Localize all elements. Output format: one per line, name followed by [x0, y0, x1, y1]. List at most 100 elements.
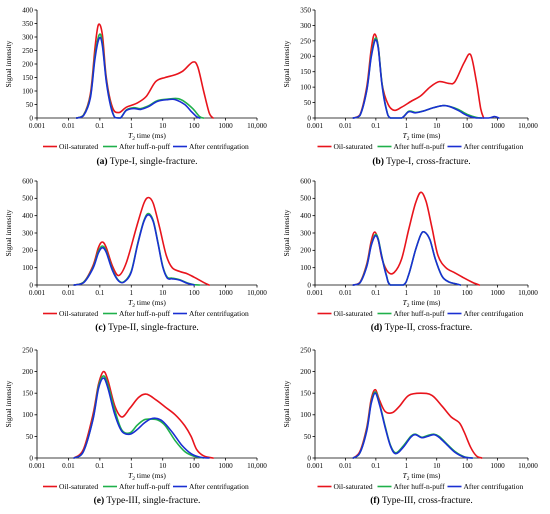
x-tick-label: 0.1	[95, 122, 104, 130]
chart-panel-c: 0 100 200 300 400 500 600 0.001 0.01 0.1 1 10 100 100…	[4, 177, 267, 333]
x-tick-label: 1000	[490, 462, 505, 470]
x-axis-title-rest: time (ms)	[135, 471, 166, 480]
y-tick-label: 500	[22, 195, 33, 203]
legend-label: Oil-saturated	[59, 482, 98, 491]
y-tick-label: 200	[22, 247, 33, 255]
y-tick-label: 150	[22, 390, 33, 398]
legend-label: After centrifugation	[464, 482, 524, 491]
panel-caption-id: (a)	[97, 156, 108, 167]
y-tick-label: 50	[304, 99, 312, 107]
series-line-after-centrifugation	[353, 393, 472, 458]
panel-caption: (e) Type-III, single-fracture.	[94, 495, 201, 506]
x-tick-label: 100	[462, 462, 473, 470]
x-tick-label: 0.001	[29, 289, 46, 297]
legend-label: After huff-n-puff	[394, 309, 446, 318]
chart-panel-f: 0501001502002500.001 0.01 0.1 1 10 100 1000 10,…	[282, 346, 538, 506]
chart-panel-d: 01002003004005006000.001 0.01 0.1 1 10 100 100…	[282, 177, 538, 333]
y-tick-label: 250	[300, 37, 311, 45]
y-tick-label: 400	[300, 212, 311, 220]
legend-label: After huff-n-puff	[119, 482, 171, 491]
legend-label: After centrifugation	[189, 482, 249, 491]
y-tick-label: 600	[300, 177, 311, 185]
y-tick-label: 100	[22, 87, 33, 95]
x-tick-label: 10,000	[247, 462, 267, 470]
x-axis-title-rest: time (ms)	[135, 298, 166, 307]
legend-label: Oil-saturated	[334, 142, 373, 151]
y-tick-label: 200	[300, 53, 311, 61]
panel-caption-id: (c)	[95, 322, 106, 333]
legend-label: After huff-n-puff	[119, 309, 171, 318]
panel-caption-id: (d)	[371, 322, 383, 333]
panel-caption-text: Type-III, cross-fracture.	[380, 495, 473, 506]
y-axis-title: Signal intensity	[4, 209, 13, 256]
legend-label: After centrifugation	[189, 142, 249, 151]
y-axis-title: Signal intensity	[282, 209, 291, 256]
y-tick-label: 300	[22, 33, 33, 41]
series-line-oil-saturated	[77, 24, 214, 118]
x-tick-label: 10,000	[518, 122, 538, 130]
x-tick-label: 10	[433, 462, 441, 470]
legend-label: After centrifugation	[464, 309, 524, 318]
x-axis-title: T2 time (ms)	[403, 471, 441, 482]
x-axis-title: T2 time (ms)	[128, 471, 166, 482]
y-tick-label: 100	[22, 264, 33, 272]
x-axis-title-rest: time (ms)	[135, 131, 166, 140]
x-tick-label: 10,000	[247, 122, 267, 130]
legend-label: After huff-n-puff	[394, 482, 446, 491]
x-tick-label: 1	[404, 122, 408, 130]
y-tick-label: 250	[300, 346, 311, 354]
x-tick-label: 1000	[218, 289, 233, 297]
x-tick-label: 1000	[490, 122, 505, 130]
panel-caption-text: Type-II, cross-fracture.	[382, 322, 472, 333]
x-axis-title-rest: time (ms)	[410, 471, 441, 480]
x-tick-label: 10	[159, 122, 167, 130]
x-axis-title: T2 time (ms)	[128, 131, 166, 142]
legend-label: Oil-saturated	[59, 309, 98, 318]
x-tick-label: 1	[129, 289, 133, 297]
y-tick-label: 150	[300, 68, 311, 76]
y-tick-label: 100	[300, 411, 311, 419]
x-axis-title: T2 time (ms)	[403, 131, 441, 142]
legend-label: Oil-saturated	[59, 142, 98, 151]
y-tick-label: 300	[300, 229, 311, 237]
x-axis-title: T2 time (ms)	[403, 298, 441, 309]
x-tick-label: 0.1	[371, 289, 380, 297]
legend-label: After huff-n-puff	[394, 142, 446, 151]
legend-label: Oil-saturated	[334, 309, 373, 318]
x-tick-label: 0.1	[371, 462, 380, 470]
y-tick-label: 100	[22, 411, 33, 419]
x-tick-label: 10	[433, 122, 441, 130]
x-tick-label: 10,000	[518, 462, 538, 470]
x-tick-label: 100	[189, 462, 200, 470]
y-tick-label: 500	[300, 195, 311, 203]
panel-caption-id: (e)	[94, 495, 105, 506]
y-tick-label: 50	[26, 101, 34, 109]
legend-label: After centrifugation	[464, 142, 524, 151]
x-tick-label: 0.01	[339, 289, 352, 297]
panel-caption-id: (b)	[372, 156, 384, 167]
legend-label: After huff-n-puff	[119, 142, 171, 151]
x-tick-label: 10,000	[247, 289, 267, 297]
panel-caption: (f) Type-III, cross-fracture.	[370, 495, 473, 506]
y-axis-title: Signal intensity	[4, 380, 13, 427]
y-tick-label: 200	[22, 60, 33, 68]
y-tick-label: 100	[300, 264, 311, 272]
x-tick-label: 0.01	[62, 289, 75, 297]
y-tick-label: 200	[22, 368, 33, 376]
y-tick-label: 250	[22, 47, 33, 55]
y-axis-title: Signal intensity	[282, 380, 291, 427]
x-tick-label: 1	[129, 122, 133, 130]
x-tick-label: 100	[462, 122, 473, 130]
panel-caption-text: Type-II, single-fracture.	[106, 322, 199, 333]
y-tick-label: 200	[300, 247, 311, 255]
x-tick-label: 0.01	[62, 122, 75, 130]
x-tick-label: 0.01	[62, 462, 75, 470]
y-tick-label: 100	[300, 84, 311, 92]
x-tick-label: 0.01	[339, 462, 352, 470]
x-tick-label: 0.1	[371, 122, 380, 130]
y-tick-label: 350	[22, 20, 33, 28]
series-line-after-centrifugation	[74, 215, 194, 285]
x-tick-label: 0.1	[95, 289, 104, 297]
x-tick-label: 10	[159, 462, 167, 470]
